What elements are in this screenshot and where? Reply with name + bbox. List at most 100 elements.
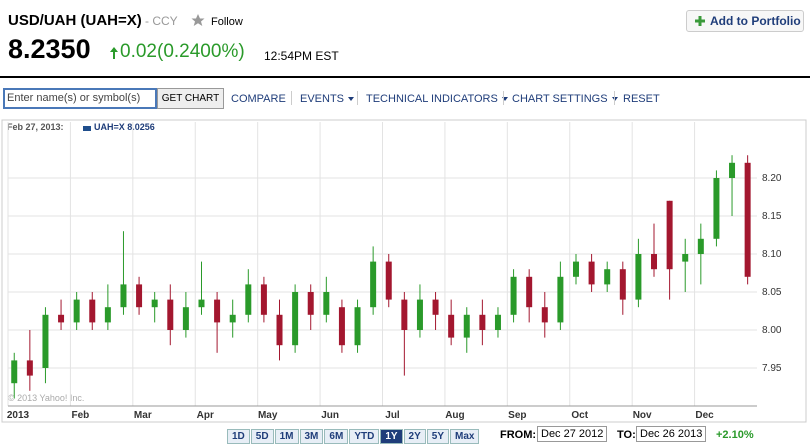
indicators-label: TECHNICAL INDICATORS	[366, 93, 498, 105]
indicators-button[interactable]: TECHNICAL INDICATORS	[366, 93, 508, 105]
compare-button[interactable]: COMPARE	[231, 93, 286, 105]
y-tick-label: 8.20	[762, 173, 782, 184]
candle-body	[572, 261, 579, 277]
candle-body	[651, 254, 658, 270]
x-tick-label: Mar	[134, 410, 152, 421]
candle-body	[292, 292, 299, 346]
candle-body	[307, 292, 314, 315]
candle-body	[604, 269, 611, 285]
candle-body	[245, 284, 252, 315]
candle-body	[151, 299, 158, 308]
chart-frame	[1, 119, 807, 423]
legend-series: UAH=X 8.0256	[94, 122, 155, 132]
price: 8.2350	[8, 34, 91, 64]
y-tick-label: 8.15	[762, 211, 782, 222]
candle-body	[510, 276, 517, 315]
quote-time: 12:54PM EST	[264, 49, 339, 63]
reset-button[interactable]: RESET	[623, 93, 660, 105]
candle-body	[58, 314, 65, 323]
candle-body	[619, 269, 626, 300]
y-tick-label: 7.95	[762, 363, 782, 374]
range-button[interactable]: 3M	[299, 429, 324, 444]
plus-icon	[695, 16, 705, 26]
candle-body	[136, 284, 143, 308]
candle-body	[432, 299, 439, 315]
candle-body	[229, 314, 236, 323]
candle-body	[385, 261, 392, 300]
y-tick-label: 8.10	[762, 249, 782, 260]
x-tick-label: Apr	[197, 410, 214, 421]
range-button[interactable]: 1M	[274, 429, 299, 444]
candle-body	[323, 292, 330, 315]
star-icon[interactable]	[191, 13, 205, 27]
from-label: FROM:	[500, 429, 537, 441]
watermark: © 2013 Yahoo! Inc.	[8, 393, 84, 403]
candle-body	[276, 314, 283, 346]
candle-body	[494, 314, 501, 330]
candle-body	[11, 360, 18, 384]
range-buttons: 1D 5D 1M 3M 6M YTD 1Y 2Y 5Y Max	[227, 426, 480, 444]
candle-body	[713, 178, 720, 239]
x-tick-label: Dec	[695, 410, 714, 421]
range-button[interactable]: 6M	[324, 429, 349, 444]
candle-body	[338, 307, 345, 346]
x-tick-label: 2013	[7, 410, 30, 421]
separator	[503, 91, 504, 105]
candle-body	[214, 299, 221, 323]
candle-body	[744, 162, 751, 277]
from-date[interactable]: Dec 27 2012	[537, 426, 608, 442]
range-button[interactable]: 5Y	[426, 429, 450, 444]
candle-body	[354, 307, 361, 346]
to-label: TO:	[617, 429, 636, 441]
separator	[614, 91, 615, 105]
add-portfolio-button[interactable]: Add to Portfolio	[686, 10, 804, 32]
separator	[291, 91, 292, 105]
events-button[interactable]: EVENTS	[300, 93, 355, 105]
range-button[interactable]: 5D	[250, 429, 274, 444]
candle-body	[120, 284, 127, 308]
to-date[interactable]: Dec 26 2013	[636, 426, 707, 442]
settings-button[interactable]: CHART SETTINGS	[512, 93, 618, 105]
candle-body	[260, 284, 267, 315]
range-button[interactable]: 1D	[227, 429, 250, 444]
range-button[interactable]: 2Y	[403, 429, 426, 444]
candle-body	[479, 314, 486, 330]
add-portfolio-label: Add to Portfolio	[710, 14, 801, 28]
follow-button[interactable]: Follow	[211, 16, 243, 28]
x-tick-label: Sep	[508, 410, 526, 421]
x-tick-label: Feb	[72, 410, 90, 421]
range-button[interactable]: YTD	[349, 429, 380, 444]
candle-body	[588, 261, 595, 285]
range-button[interactable]: 1Y	[380, 429, 403, 444]
x-tick-label: Oct	[571, 410, 588, 421]
range-button[interactable]: Max	[450, 429, 480, 444]
x-tick-label: Aug	[445, 410, 464, 421]
x-tick-label: Jul	[385, 410, 400, 421]
x-tick-label: Jun	[321, 410, 339, 421]
chart: Feb 27, 2013: UAH=X 8.0256 © 2013 Yahoo!…	[1, 119, 807, 423]
symbol-title: USD/UAH (UAH=X)	[8, 12, 142, 29]
candle-body	[697, 238, 704, 254]
candle-body	[42, 314, 49, 368]
up-arrow	[110, 47, 118, 59]
divider	[0, 76, 810, 78]
candle-body	[167, 299, 174, 330]
x-tick-label: Nov	[633, 410, 652, 421]
candle-body	[526, 276, 533, 308]
get-chart-button[interactable]: GET CHART	[157, 88, 224, 109]
candle-body	[557, 276, 564, 323]
candle-body	[729, 162, 736, 178]
candle-body	[463, 314, 470, 338]
symbol-input[interactable]: Enter name(s) or symbol(s)	[3, 88, 157, 109]
candle-body	[682, 254, 689, 262]
period-change: +2.10%	[716, 429, 754, 441]
candle-body	[401, 299, 408, 330]
change-pct: (0.2400%)	[157, 41, 245, 62]
candle-body	[416, 299, 423, 330]
candle-body	[182, 307, 189, 330]
y-tick-label: 8.05	[762, 287, 782, 298]
change: 0.02	[120, 41, 157, 62]
candle-body	[448, 314, 455, 338]
candle-body	[541, 307, 548, 323]
